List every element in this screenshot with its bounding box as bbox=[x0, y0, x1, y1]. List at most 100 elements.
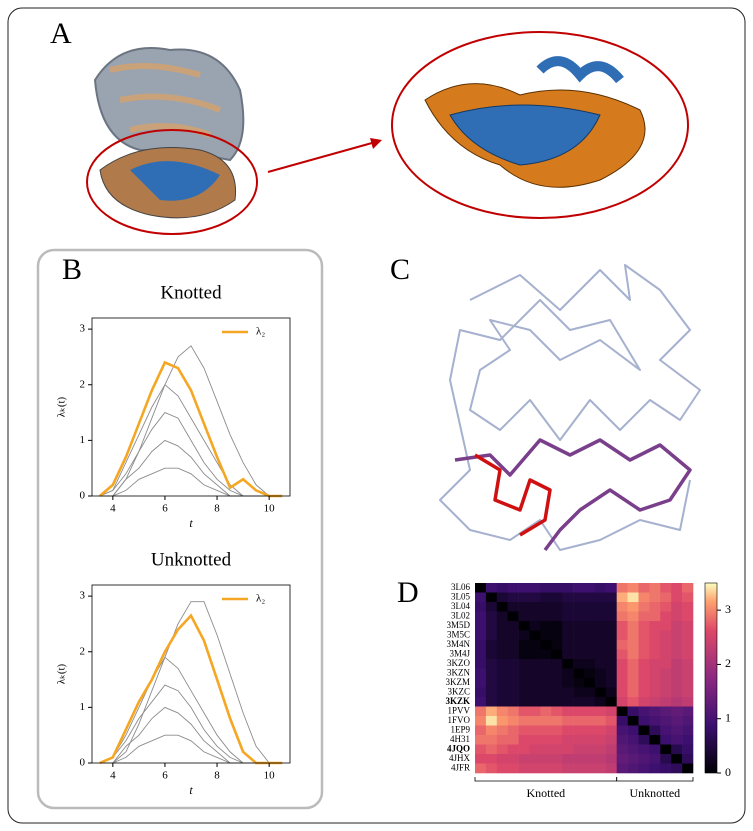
figure: A B C D Knotted468100123tλₖ(t)λ₂Unknotte… bbox=[0, 0, 753, 831]
heat-cell bbox=[562, 745, 573, 755]
heat-cell bbox=[606, 650, 617, 660]
heat-cell bbox=[551, 754, 562, 764]
heat-cell bbox=[682, 764, 693, 774]
heat-cell bbox=[595, 621, 606, 631]
heat-cell bbox=[540, 707, 551, 717]
heat-cell bbox=[551, 716, 562, 726]
heat-cell bbox=[551, 659, 562, 669]
heat-cell bbox=[475, 612, 486, 622]
heat-cell bbox=[606, 631, 617, 641]
heat-cell bbox=[639, 678, 650, 688]
x-tick-label: 8 bbox=[214, 770, 220, 782]
heat-cell bbox=[530, 640, 541, 650]
heat-cell bbox=[508, 602, 519, 612]
colorbar bbox=[705, 583, 717, 773]
heat-cell bbox=[617, 631, 628, 641]
heat-cell bbox=[540, 678, 551, 688]
row-label: 4JFR bbox=[451, 762, 470, 772]
heat-cell bbox=[573, 707, 584, 717]
x-axis-label: t bbox=[189, 783, 193, 797]
colorbar-tick-label: 1 bbox=[725, 710, 731, 724]
heat-cell bbox=[660, 583, 671, 593]
heat-cell bbox=[562, 602, 573, 612]
heat-cell bbox=[562, 669, 573, 679]
heat-cell bbox=[671, 707, 682, 717]
row-label: 3M5D bbox=[446, 620, 470, 630]
heat-cell bbox=[519, 612, 530, 622]
heat-cell bbox=[584, 593, 595, 603]
heat-cell bbox=[595, 678, 606, 688]
heat-cell bbox=[486, 650, 497, 660]
heat-cell bbox=[671, 612, 682, 622]
heat-cell bbox=[497, 631, 508, 641]
heat-cell bbox=[540, 669, 551, 679]
heat-cell bbox=[508, 707, 519, 717]
heat-cell bbox=[475, 593, 486, 603]
heat-cell bbox=[540, 602, 551, 612]
heat-cell bbox=[584, 678, 595, 688]
row-label: 3L05 bbox=[451, 591, 470, 601]
heat-cell bbox=[486, 754, 497, 764]
heat-cell bbox=[639, 659, 650, 669]
heat-cell bbox=[649, 726, 660, 736]
heat-cell bbox=[639, 640, 650, 650]
heat-cell bbox=[649, 716, 660, 726]
heat-cell bbox=[486, 716, 497, 726]
heat-cell bbox=[486, 688, 497, 698]
heat-cell bbox=[639, 764, 650, 774]
heat-cell bbox=[595, 697, 606, 707]
heat-cell bbox=[628, 678, 639, 688]
heat-cell bbox=[497, 697, 508, 707]
heat-cell bbox=[486, 631, 497, 641]
heat-cell bbox=[584, 602, 595, 612]
heat-cell bbox=[497, 650, 508, 660]
plot-frame bbox=[92, 318, 290, 496]
heat-cell bbox=[508, 612, 519, 622]
heat-cell bbox=[628, 593, 639, 603]
x-tick-label: 6 bbox=[162, 770, 168, 782]
heat-cell bbox=[649, 621, 660, 631]
heat-cell bbox=[671, 583, 682, 593]
heat-cell bbox=[682, 745, 693, 755]
heat-cell bbox=[551, 650, 562, 660]
heat-cell bbox=[573, 678, 584, 688]
heat-cell bbox=[551, 593, 562, 603]
heat-cell bbox=[562, 764, 573, 774]
heat-cell bbox=[628, 697, 639, 707]
heat-cell bbox=[660, 593, 671, 603]
heat-cell bbox=[508, 688, 519, 698]
heat-cell bbox=[682, 612, 693, 622]
y-tick-label: 3 bbox=[80, 590, 86, 602]
heat-cell bbox=[475, 659, 486, 669]
heat-cell bbox=[486, 612, 497, 622]
heat-cell bbox=[497, 688, 508, 698]
heat-cell bbox=[617, 697, 628, 707]
heat-cell bbox=[551, 697, 562, 707]
heat-cell bbox=[660, 640, 671, 650]
heat-cell bbox=[519, 659, 530, 669]
heat-cell bbox=[562, 754, 573, 764]
group-label: Knotted bbox=[527, 786, 566, 800]
protein-illustration bbox=[87, 32, 688, 234]
heat-cell bbox=[519, 650, 530, 660]
heat-cell bbox=[508, 735, 519, 745]
heat-cell bbox=[475, 707, 486, 717]
heat-cell bbox=[540, 612, 551, 622]
heat-cell bbox=[508, 726, 519, 736]
y-axis-label: λₖ(t) bbox=[56, 663, 68, 684]
heat-cell bbox=[584, 583, 595, 593]
heat-cell bbox=[628, 707, 639, 717]
row-label: 3KZM bbox=[446, 677, 471, 687]
heat-cell bbox=[606, 612, 617, 622]
heat-cell bbox=[475, 726, 486, 736]
heat-cell bbox=[508, 621, 519, 631]
heat-cell bbox=[682, 726, 693, 736]
heat-cell bbox=[628, 612, 639, 622]
heat-cell bbox=[551, 669, 562, 679]
heat-cell bbox=[573, 602, 584, 612]
heat-cell bbox=[606, 669, 617, 679]
heat-cell bbox=[497, 716, 508, 726]
heat-cell bbox=[671, 745, 682, 755]
row-label: 3KZN bbox=[447, 667, 470, 677]
heat-cell bbox=[617, 688, 628, 698]
